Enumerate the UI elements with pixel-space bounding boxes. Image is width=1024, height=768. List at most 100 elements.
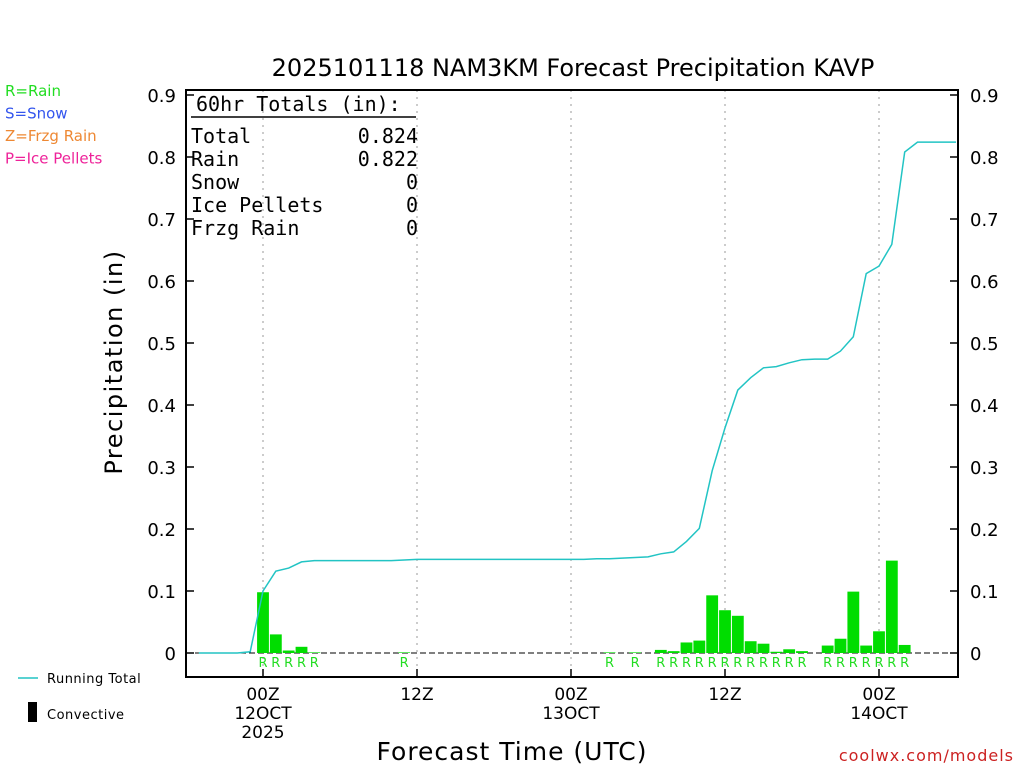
- chart-title: 2025101118 NAM3KM Forecast Precipitation…: [272, 54, 875, 82]
- precip-type-label: R: [720, 656, 729, 671]
- precip-bar: [783, 649, 796, 653]
- totals-row-value: 0.822: [358, 147, 418, 171]
- y-axis-label: Precipitation (in): [100, 249, 128, 474]
- precip-bar: [873, 631, 885, 653]
- precip-bar: [821, 645, 834, 653]
- y-tick-label-right: 0.1: [970, 582, 999, 603]
- y-tick-label-left: 0.8: [147, 148, 176, 169]
- series-legend-label: Running Total: [47, 672, 141, 687]
- precip-type-label: R: [631, 656, 640, 671]
- x-tick-label: 12OCT: [234, 704, 292, 724]
- credit-text: coolwx.com/models: [839, 746, 1014, 765]
- precip-type-label: R: [310, 656, 319, 671]
- precip-bar: [680, 642, 693, 653]
- x-tick-label: 13OCT: [542, 704, 600, 724]
- precip-bar: [860, 645, 873, 653]
- totals-heading: 60hr Totals (in):: [196, 92, 401, 116]
- precip-type-label: R: [887, 656, 896, 671]
- precip-type-label: R: [284, 656, 293, 671]
- y-tick-label-left: 0.2: [147, 520, 176, 541]
- convective-swatch: [28, 702, 37, 722]
- precip-bar: [796, 651, 808, 653]
- y-tick-label-right: 0.9: [970, 86, 999, 107]
- precip-bar: [706, 595, 719, 653]
- precip-bars: [257, 560, 911, 653]
- precip-bar: [770, 651, 783, 653]
- x-tick-label: 12Z: [400, 685, 433, 705]
- precip-bar: [731, 615, 744, 653]
- y-tick-label-left: 0: [165, 644, 176, 665]
- x-tick-label: 14OCT: [850, 704, 908, 724]
- precip-bar: [308, 652, 321, 653]
- y-tick-label-left: 0.5: [147, 334, 176, 355]
- totals-row-value: 0: [406, 193, 418, 217]
- series-legend: Running Total Convective: [18, 672, 141, 723]
- precip-type-label: R: [605, 656, 614, 671]
- y-tick-label-right: 0.7: [970, 210, 999, 231]
- precip-type-legend-item: Z=Frzg Rain: [5, 127, 97, 145]
- x-tick-label: 00Z: [554, 685, 587, 705]
- precip-type-label: R: [900, 656, 909, 671]
- precip-bar: [693, 640, 706, 653]
- precip-bar: [295, 646, 308, 653]
- precip-type-legend-item: R=Rain: [5, 82, 61, 100]
- totals-row-value: 0: [406, 216, 418, 240]
- precip-bar: [744, 641, 757, 653]
- x-tick-label: 00Z: [246, 685, 279, 705]
- y-tick-label-right: 0.6: [970, 272, 999, 293]
- y-tick-label-left: 0.1: [147, 582, 176, 603]
- totals-row-label: Total: [191, 124, 251, 148]
- precip-bar: [269, 634, 282, 653]
- y-tick-label-left: 0.9: [147, 86, 176, 107]
- totals-row-label: Frzg Rain: [191, 216, 299, 240]
- precip-type-label: R: [746, 656, 755, 671]
- precip-bar: [667, 651, 680, 653]
- x-axis-label: Forecast Time (UTC): [377, 737, 648, 766]
- precip-type-label: R: [400, 656, 409, 671]
- totals-row-value: 0: [406, 170, 418, 194]
- precip-type-label: R: [797, 656, 806, 671]
- precip-type-label: R: [258, 656, 267, 671]
- precip-type-label: R: [849, 656, 858, 671]
- y-tick-label-right: 0.8: [970, 148, 999, 169]
- precip-type-label: R: [682, 656, 691, 671]
- precip-type-legend-item: P=Ice Pellets: [5, 150, 102, 168]
- totals-row-label: Snow: [191, 170, 240, 194]
- y-tick-label-left: 0.3: [147, 458, 176, 479]
- precip-bar: [629, 652, 642, 653]
- x-tick-label: 2025: [241, 723, 284, 743]
- precip-type-label: R: [823, 656, 832, 671]
- y-axis-right: 0 0.1 0.2 0.3 0.4 0.5 0.6 0.7 0.8 0.9: [950, 86, 999, 665]
- precip-type-label: R: [759, 656, 768, 671]
- precip-bar: [898, 644, 911, 653]
- precip-bar: [719, 610, 731, 653]
- plot-frame: [185, 89, 959, 678]
- x-gridlines: [262, 90, 880, 677]
- y-tick-label-left: 0.4: [147, 396, 176, 417]
- x-tick-label: 12Z: [708, 685, 741, 705]
- y-tick-label-left: 0.7: [147, 210, 176, 231]
- precip-type-label: R: [785, 656, 794, 671]
- precip-type-legend-item: S=Snow: [5, 105, 68, 123]
- totals-row-value: 0.824: [358, 124, 418, 148]
- totals-box: 60hr Totals (in): Total 0.824 Rain 0.822 Sno…: [191, 92, 418, 240]
- precip-type-label: R: [271, 656, 280, 671]
- precip-bar: [282, 650, 295, 653]
- precip-type-label: R: [656, 656, 665, 671]
- precip-bar: [398, 652, 411, 653]
- precip-type-label: R: [708, 656, 717, 671]
- precip-bar: [654, 649, 667, 653]
- precip-bar: [603, 652, 616, 653]
- running-total-line: [198, 141, 956, 654]
- precip-type-label: R: [297, 656, 306, 671]
- y-tick-label-right: 0.4: [970, 396, 999, 417]
- series-legend-label: Convective: [47, 708, 125, 723]
- y-tick-label-left: 0.6: [147, 272, 176, 293]
- y-tick-label-right: 0.2: [970, 520, 999, 541]
- totals-row-label: Rain: [191, 147, 239, 171]
- precip-bar: [885, 560, 898, 653]
- precip-bar: [834, 638, 847, 653]
- precip-type-label: R: [695, 656, 704, 671]
